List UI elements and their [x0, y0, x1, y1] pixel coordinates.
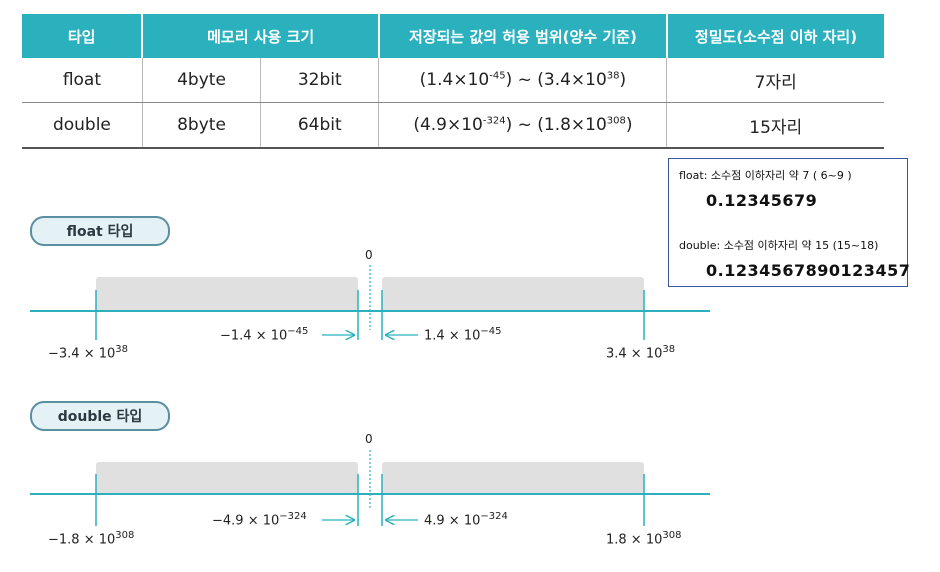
cell-range: (4.9×10-324) ~ (1.8×10308): [378, 102, 668, 149]
float-zero-label: 0: [365, 248, 373, 262]
cell-bits: 64bit: [260, 102, 380, 149]
float-precision-label: float: 소수점 이하자리 약 7 ( 6~9 ): [679, 169, 852, 182]
double-type-badge: double 타입: [30, 401, 170, 431]
cell-bits: 32bit: [260, 58, 380, 103]
cell-bytes: 8byte: [142, 102, 262, 149]
double-negative-range: [96, 462, 358, 494]
double-pos-min-label: 4.9 × 10−324: [424, 511, 508, 529]
double-neg-min-label: −4.9 × 10−324: [212, 511, 307, 529]
double-pos-max-label: 1.8 × 10308: [606, 530, 682, 548]
table-row-double: double 8byte 64bit (4.9×10-324) ~ (1.8×1…: [22, 102, 884, 149]
float-type-badge: float 타입: [30, 216, 170, 246]
data-type-table: 타입 메모리 사용 크기 저장되는 값의 허용 범위(양수 기준) 정밀도(소수…: [22, 14, 884, 149]
double-neg-max-label: −1.8 × 10308: [48, 530, 135, 548]
float-negative-range: [96, 277, 358, 311]
table-header-row: 타입 메모리 사용 크기 저장되는 값의 허용 범위(양수 기준) 정밀도(소수…: [22, 14, 884, 58]
float-precision-value: 0.12345679: [706, 191, 818, 210]
header-type: 타입: [22, 14, 144, 58]
float-neg-max-label: −3.4 × 1038: [48, 344, 129, 362]
double-positive-range: [382, 462, 644, 494]
header-memory: 메모리 사용 크기: [142, 14, 380, 58]
header-precision: 정밀도(소수점 이하 자리): [666, 14, 884, 58]
cell-bytes: 4byte: [142, 58, 262, 103]
cell-precision: 15자리: [666, 102, 884, 149]
float-pos-max-label: 3.4 × 1038: [606, 344, 676, 362]
float-positive-range: [382, 277, 644, 311]
cell-range: (1.4×10-45) ~ (3.4×1038): [378, 58, 668, 103]
header-range: 저장되는 값의 허용 범위(양수 기준): [378, 14, 668, 58]
double-precision-value: 0.1234567890123457: [706, 261, 911, 280]
precision-example-box: float: 소수점 이하자리 약 7 ( 6~9 ) 0.12345679 d…: [668, 158, 911, 287]
float-neg-min-label: −1.4 × 10−45: [220, 326, 309, 344]
float-pos-min-label: 1.4 × 10−45: [424, 326, 502, 344]
double-zero-label: 0: [365, 432, 373, 446]
cell-precision: 7자리: [666, 58, 884, 103]
table-row-float: float 4byte 32bit (1.4×10-45) ~ (3.4×103…: [22, 58, 884, 103]
cell-type: float: [22, 58, 143, 103]
double-precision-label: double: 소수점 이하자리 약 15 (15~18): [679, 239, 879, 252]
cell-type: double: [22, 102, 143, 149]
